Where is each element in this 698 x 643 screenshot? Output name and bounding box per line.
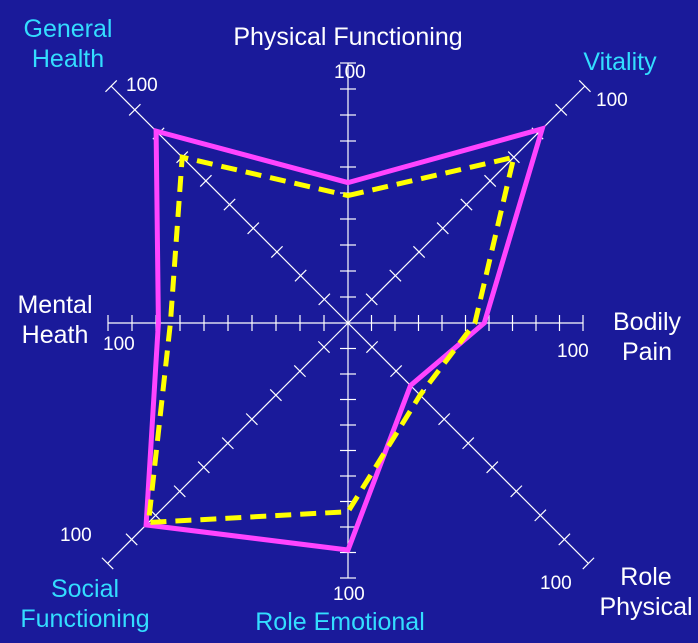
axis-label-mental-heath-line-2: Heath <box>22 321 89 349</box>
series-line-1 <box>145 153 518 526</box>
axis-tick-social-functioning <box>245 413 258 426</box>
axis-label-role-physical-line-2: Physical <box>599 593 692 621</box>
axis-tick-role-physical <box>486 461 499 474</box>
axis-tick-social-functioning <box>101 557 114 570</box>
axis-tick-general-health <box>294 269 307 282</box>
axis-tick-role-physical <box>534 509 547 522</box>
tick-label-physical-functioning: 100 <box>334 62 366 83</box>
axis-tick-role-physical <box>582 557 595 570</box>
axis-tick-role-physical <box>438 413 451 426</box>
tick-label-social-functioning: 100 <box>60 525 92 546</box>
axis-label-bodily-pain-line-1: Bodily <box>613 308 682 336</box>
axis-label-role-physical-line-1: Role <box>620 563 671 591</box>
axis-tick-vitality <box>436 222 449 235</box>
axis-tick-general-health <box>270 245 284 259</box>
axis-label-mental-heath-line-1: Mental <box>17 291 92 319</box>
tick-label-role-emotional: 100 <box>333 584 365 605</box>
axis-tick-vitality <box>555 103 568 116</box>
axis-label-physical-functioning: Physical Functioning <box>233 23 462 51</box>
axis-tick-general-health <box>247 222 260 235</box>
axis-tick-social-functioning <box>269 389 282 402</box>
axis-tick-vitality <box>484 174 497 187</box>
axis-tick-vitality <box>507 151 520 164</box>
tick-label-role-physical: 100 <box>540 573 572 594</box>
axis-tick-vitality <box>389 269 402 282</box>
axis-tick-general-health <box>223 198 236 211</box>
axis-tick-social-functioning <box>221 437 234 450</box>
axis-label-social-functioning-line-2: Functioning <box>20 605 149 633</box>
axis-label-general-health-line-1: General <box>24 15 113 43</box>
axis-tick-social-functioning <box>173 485 186 498</box>
axis-tick-role-physical <box>510 485 523 498</box>
axis-label-general-health-line-2: Health <box>32 45 104 73</box>
axis-tick-general-health <box>128 103 141 116</box>
axis-tick-vitality <box>412 245 426 259</box>
tick-label-mental-heath: 100 <box>103 334 135 355</box>
axis-tick-social-functioning <box>197 461 210 474</box>
axis-label-bodily-pain-line-2: Pain <box>622 338 672 366</box>
axis-tick-vitality <box>460 198 473 211</box>
axis-label-social-functioning-line-1: Social <box>51 575 119 603</box>
tick-label-bodily-pain: 100 <box>557 341 589 362</box>
axis-tick-social-functioning <box>125 533 138 546</box>
axis-tick-social-functioning <box>317 340 331 354</box>
tick-label-vitality: 100 <box>596 90 628 111</box>
axis-tick-vitality <box>365 293 378 306</box>
series-line-0 <box>143 125 546 553</box>
axis-tick-general-health <box>105 80 118 93</box>
axis-tick-role-physical <box>462 437 475 450</box>
axis-tick-general-health <box>318 293 331 306</box>
axis-label-vitality: Vitality <box>583 48 657 76</box>
axis-label-role-emotional: Role Emotional <box>255 608 425 636</box>
tick-label-general-health: 100 <box>126 75 158 96</box>
axis-tick-vitality <box>578 80 591 93</box>
axis-tick-role-physical <box>365 340 379 354</box>
axis-tick-role-physical <box>390 365 403 378</box>
axis-tick-general-health <box>199 174 212 187</box>
axis-tick-social-functioning <box>293 365 306 378</box>
axis-tick-role-physical <box>558 533 571 546</box>
